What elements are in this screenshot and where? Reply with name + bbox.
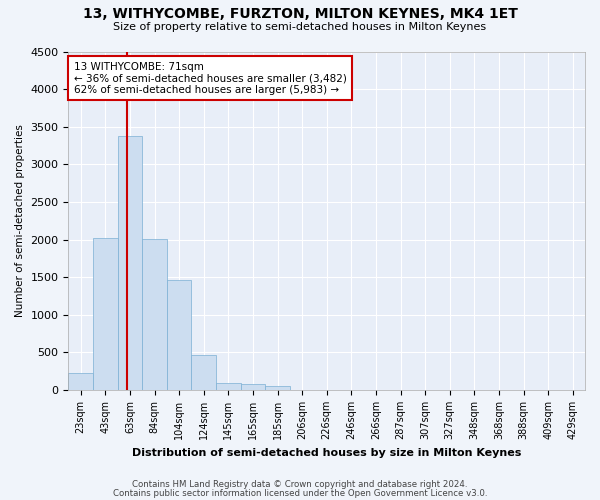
Y-axis label: Number of semi-detached properties: Number of semi-detached properties bbox=[15, 124, 25, 317]
Bar bbox=[167, 280, 191, 390]
Bar bbox=[265, 386, 290, 390]
Bar bbox=[216, 382, 241, 390]
Bar bbox=[142, 239, 167, 390]
Text: 13 WITHYCOMBE: 71sqm
← 36% of semi-detached houses are smaller (3,482)
62% of se: 13 WITHYCOMBE: 71sqm ← 36% of semi-detac… bbox=[74, 62, 346, 95]
Text: 13, WITHYCOMBE, FURZTON, MILTON KEYNES, MK4 1ET: 13, WITHYCOMBE, FURZTON, MILTON KEYNES, … bbox=[83, 8, 517, 22]
Text: Size of property relative to semi-detached houses in Milton Keynes: Size of property relative to semi-detach… bbox=[113, 22, 487, 32]
Text: Contains HM Land Registry data © Crown copyright and database right 2024.: Contains HM Land Registry data © Crown c… bbox=[132, 480, 468, 489]
Text: Contains public sector information licensed under the Open Government Licence v3: Contains public sector information licen… bbox=[113, 489, 487, 498]
Bar bbox=[118, 136, 142, 390]
Bar bbox=[241, 384, 265, 390]
Bar bbox=[191, 356, 216, 390]
X-axis label: Distribution of semi-detached houses by size in Milton Keynes: Distribution of semi-detached houses by … bbox=[132, 448, 521, 458]
Bar bbox=[68, 373, 93, 390]
Bar bbox=[93, 238, 118, 390]
